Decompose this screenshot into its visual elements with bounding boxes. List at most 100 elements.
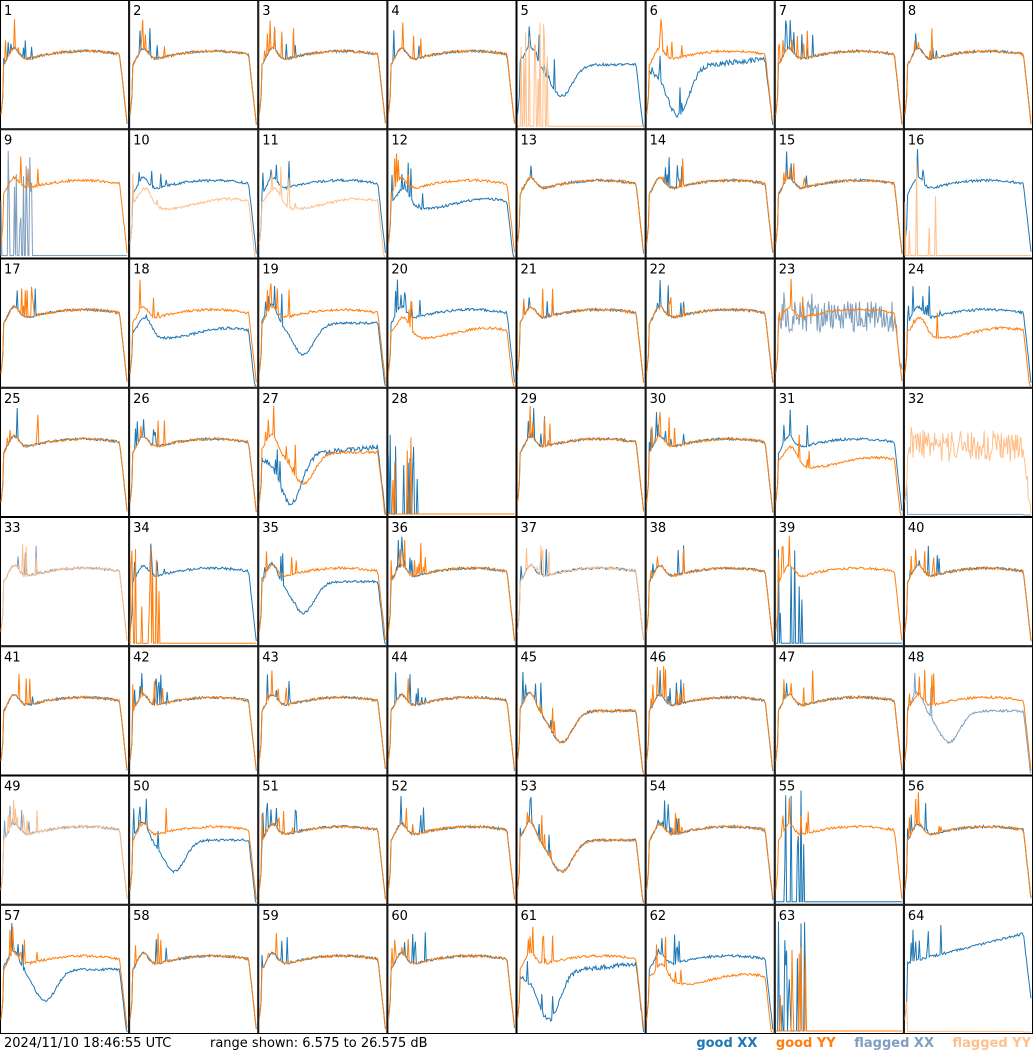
panel-number: 38 xyxy=(650,521,667,536)
panel-5: 5 xyxy=(516,0,646,130)
panel-52: 52 xyxy=(387,775,517,905)
panel-frame xyxy=(387,775,517,905)
panel-frame xyxy=(903,258,1033,388)
panel-frame xyxy=(0,129,130,259)
panel-number: 49 xyxy=(4,780,21,795)
panel-number: 54 xyxy=(650,780,667,795)
panel-number: 58 xyxy=(133,909,150,924)
panel-12: 12 xyxy=(387,129,517,259)
panel-number: 43 xyxy=(262,650,279,665)
panel-number: 3 xyxy=(262,4,270,19)
series-yy xyxy=(904,161,1031,256)
panel-14: 14 xyxy=(645,129,775,259)
panel-30: 30 xyxy=(645,387,775,517)
legend-good-yy: good YY xyxy=(775,1036,836,1051)
panel-13: 13 xyxy=(516,129,646,259)
series-xx xyxy=(0,693,128,771)
series-yy xyxy=(0,799,128,900)
panel-58: 58 xyxy=(129,904,259,1034)
series-yy xyxy=(0,543,128,642)
panel-number: 4 xyxy=(391,4,399,19)
panel-frame xyxy=(0,0,130,130)
panel-number: 35 xyxy=(262,521,279,536)
panel-46: 46 xyxy=(645,646,775,776)
panel-21: 21 xyxy=(516,258,646,388)
panel-35: 35 xyxy=(258,517,388,647)
panel-62: 62 xyxy=(645,904,775,1034)
panel-number: 56 xyxy=(908,780,925,795)
panel-frame xyxy=(774,904,904,1034)
panel-11: 11 xyxy=(258,129,388,259)
series-xx xyxy=(258,444,386,516)
series-yy xyxy=(129,548,257,644)
panel-number: 26 xyxy=(133,392,150,407)
panel-number: 47 xyxy=(779,650,796,665)
panel-17: 17 xyxy=(0,258,130,388)
series-yy xyxy=(258,166,386,257)
series-xx xyxy=(904,484,1031,516)
panel-number: 16 xyxy=(908,133,925,148)
series-xx xyxy=(129,543,257,642)
series-yy xyxy=(904,28,1032,125)
panel-number: 53 xyxy=(521,780,538,795)
panel-frame xyxy=(258,646,388,776)
panel-frame xyxy=(387,258,517,388)
panel-28: 28 xyxy=(387,387,517,517)
series-yy xyxy=(517,175,645,253)
series-yy xyxy=(0,156,128,253)
panel-15: 15 xyxy=(774,129,904,259)
panel-number: 5 xyxy=(521,4,529,19)
series-xx xyxy=(0,150,128,256)
series-yy xyxy=(646,548,774,642)
series-xx xyxy=(775,790,902,903)
panel-frame xyxy=(774,517,904,647)
series-yy xyxy=(129,420,257,513)
series-yy xyxy=(129,681,257,772)
panel-number: 9 xyxy=(4,133,12,148)
series-yy xyxy=(387,153,515,253)
panel-frame xyxy=(903,517,1033,647)
panel-frame xyxy=(258,129,388,259)
panel-frame xyxy=(258,517,388,647)
panel-frame xyxy=(129,646,259,776)
series-xx xyxy=(258,553,386,645)
panel-number: 22 xyxy=(650,263,667,278)
panel-56: 56 xyxy=(903,775,1033,905)
series-yy xyxy=(0,286,128,382)
series-yy xyxy=(387,22,515,124)
series-yy xyxy=(775,670,903,770)
series-xx xyxy=(646,934,774,1030)
panel-number: 27 xyxy=(262,392,279,407)
panel-number: 41 xyxy=(4,650,21,665)
panel-frame xyxy=(0,775,130,905)
series-yy xyxy=(646,936,773,1033)
series-xx xyxy=(775,549,902,644)
panel-33: 33 xyxy=(0,517,130,647)
panel-number: 28 xyxy=(391,392,408,407)
panel-number: 32 xyxy=(908,392,925,407)
panel-frame xyxy=(903,129,1033,259)
panel-number: 25 xyxy=(4,392,21,407)
panel-frame xyxy=(516,258,646,388)
panel-64: 64 xyxy=(903,904,1033,1034)
panel-number: 31 xyxy=(779,392,796,407)
series-yy xyxy=(388,437,515,515)
series-xx xyxy=(517,26,645,128)
panel-number: 15 xyxy=(779,133,796,148)
series-yy xyxy=(258,551,386,640)
series-yy xyxy=(517,288,645,383)
panel-frame xyxy=(774,0,904,130)
panel-49: 49 xyxy=(0,775,130,905)
panel-frame xyxy=(645,129,775,259)
series-yy xyxy=(904,427,1032,515)
series-xx xyxy=(0,923,128,1033)
panel-27: 27 xyxy=(258,387,388,517)
panel-18: 18 xyxy=(129,258,259,388)
panel-number: 14 xyxy=(650,133,667,148)
panel-51: 51 xyxy=(258,775,388,905)
panel-frame xyxy=(0,904,130,1034)
panel-2: 2 xyxy=(129,0,259,130)
panel-number: 64 xyxy=(908,909,925,924)
series-yy xyxy=(387,808,515,900)
panel-8: 8 xyxy=(903,0,1033,130)
